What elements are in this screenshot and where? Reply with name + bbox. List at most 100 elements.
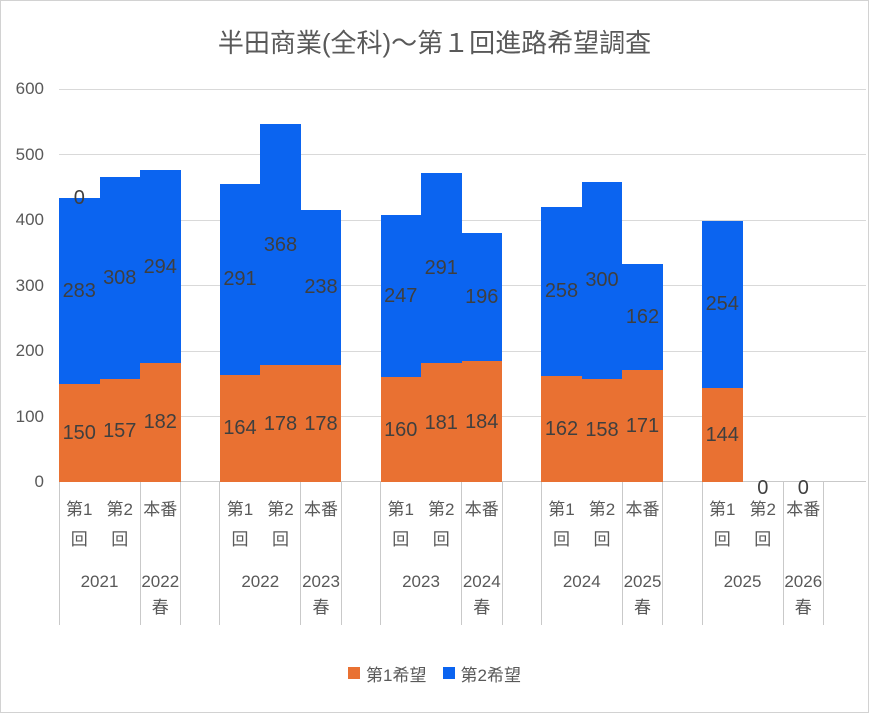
axis-divider [461, 482, 462, 625]
y-tick-label: 600 [15, 79, 44, 98]
bar-第1希望[interactable] [380, 377, 421, 482]
bar-第2希望[interactable] [541, 206, 582, 376]
bar-第1希望[interactable] [59, 383, 100, 482]
data-label-第1希望: 158 [585, 419, 619, 442]
bar-第2希望[interactable] [581, 182, 623, 379]
x-year-label: 2024 [562, 572, 601, 591]
axis-divider [340, 482, 342, 625]
bar-第2希望[interactable] [260, 124, 301, 366]
axis-divider [139, 482, 141, 625]
stack-top-annotation: 0 [73, 187, 85, 210]
y-tick-label: 200 [15, 341, 44, 360]
x-year-label: 2023 [402, 572, 440, 591]
axis-divider [380, 482, 381, 625]
bar-第1希望[interactable] [461, 361, 502, 482]
data-label-第1希望: 162 [544, 417, 579, 440]
axis-divider [58, 482, 60, 625]
y-tick-label: 0 [34, 472, 44, 491]
data-label-第2希望: 283 [62, 280, 96, 303]
data-label-第1希望: 181 [424, 411, 458, 434]
bar-第1希望[interactable] [260, 365, 301, 482]
bar-第1希望[interactable] [140, 362, 181, 482]
bar-第1希望[interactable] [541, 375, 582, 482]
data-label-第1希望: 160 [384, 418, 418, 441]
data-label-第1希望: 178 [263, 412, 298, 435]
legend-swatch-icon [442, 667, 455, 679]
data-label-第1希望: 150 [62, 421, 96, 444]
legend-swatch-icon [348, 667, 361, 679]
axis-divider [180, 482, 181, 625]
x-category-label: 第2 回 [428, 500, 455, 549]
bar-第2希望[interactable] [300, 209, 342, 366]
y-tick-label: 400 [15, 210, 44, 229]
x-category-label: 本番 [464, 500, 499, 519]
x-category-label: 第1 回 [387, 500, 414, 549]
bar-第2希望[interactable] [702, 221, 743, 388]
gridline [59, 88, 866, 90]
gridline [59, 154, 866, 155]
data-label-第1希望: 164 [223, 417, 257, 440]
data-label-第2希望: 294 [143, 255, 177, 278]
axis-divider [540, 482, 542, 625]
x-spring-label: 2022 春 [141, 572, 180, 617]
x-spring-label: 2026 春 [784, 572, 823, 617]
x-year-label: 2021 [80, 572, 119, 591]
x-category-label: 本番 [304, 500, 338, 519]
x-category-label: 本番 [143, 500, 178, 519]
x-category-label: 第1 回 [709, 500, 736, 549]
data-label-第1希望: 178 [304, 412, 338, 435]
axis-divider [300, 482, 302, 625]
gridline [59, 219, 866, 221]
bar-第1希望[interactable] [421, 363, 462, 482]
bar-第1希望[interactable] [581, 378, 623, 482]
axis-divider [662, 482, 664, 625]
bar-第1希望[interactable] [219, 374, 261, 482]
legend-label: 第2希望 [460, 665, 521, 685]
bar-第2希望[interactable] [99, 177, 140, 380]
bar-第2希望[interactable] [380, 215, 421, 378]
bar-第1希望[interactable] [702, 387, 743, 482]
zero-value-label: 0 [757, 477, 769, 499]
x-axis: 第1 回第2 回本番 2021 2022 春第1 回第2 回本番 2022 2023 春… [58, 482, 866, 634]
axis-divider [782, 482, 784, 625]
bar-第2希望[interactable] [59, 198, 100, 384]
legend-item-第1希望[interactable]: 第1希望 [348, 661, 427, 686]
x-category-label: 第1 回 [548, 500, 575, 549]
data-label-第2希望: 308 [103, 267, 137, 290]
plot-area: 150 283 157 308 182 294 164 291 178 368 178 238 160 2… [59, 88, 866, 499]
data-label-第2希望: 254 [705, 293, 739, 316]
legend-item-第2希望[interactable]: 第2希望 [442, 661, 521, 686]
bar-第2希望[interactable] [421, 172, 462, 364]
x-year-label: 2022 [241, 572, 280, 591]
zero-value-label: 0 [797, 477, 809, 499]
y-tick-label: 300 [15, 275, 44, 295]
bar-第1希望[interactable] [300, 365, 342, 482]
data-label-第2希望: 238 [304, 276, 338, 299]
axis-divider [701, 482, 703, 625]
bar-第2希望[interactable] [140, 170, 181, 363]
y-axis: 0 100 200 300 400 500 600 [1, 1, 44, 712]
data-label-第2希望: 247 [384, 285, 418, 308]
x-category-label: 第1 回 [226, 500, 254, 549]
axis-divider [501, 482, 503, 625]
bar-第2希望[interactable] [461, 233, 502, 362]
bar-第1希望[interactable] [99, 379, 140, 482]
data-label-第2希望: 258 [544, 280, 579, 303]
x-spring-label: 2024 春 [462, 572, 501, 617]
bar-第2希望[interactable] [622, 263, 663, 370]
x-category-label: 本番 [625, 500, 660, 519]
x-spring-label: 2023 春 [302, 572, 340, 617]
y-tick-label: 500 [15, 144, 44, 164]
x-category-label: 第2 回 [106, 500, 133, 549]
x-category-label: 第2 回 [588, 500, 616, 549]
axis-divider [621, 482, 623, 625]
x-spring-label: 2025 春 [623, 572, 662, 617]
data-label-第1希望: 144 [705, 423, 739, 446]
data-label-第2希望: 162 [625, 305, 660, 328]
data-label-第1希望: 157 [103, 419, 137, 442]
bar-第1希望[interactable] [622, 369, 663, 482]
bar-第2希望[interactable] [219, 183, 261, 375]
data-label-第1希望: 182 [143, 411, 177, 434]
chart-title: 半田商業(全科)～第１回進路希望調査 [217, 28, 652, 58]
